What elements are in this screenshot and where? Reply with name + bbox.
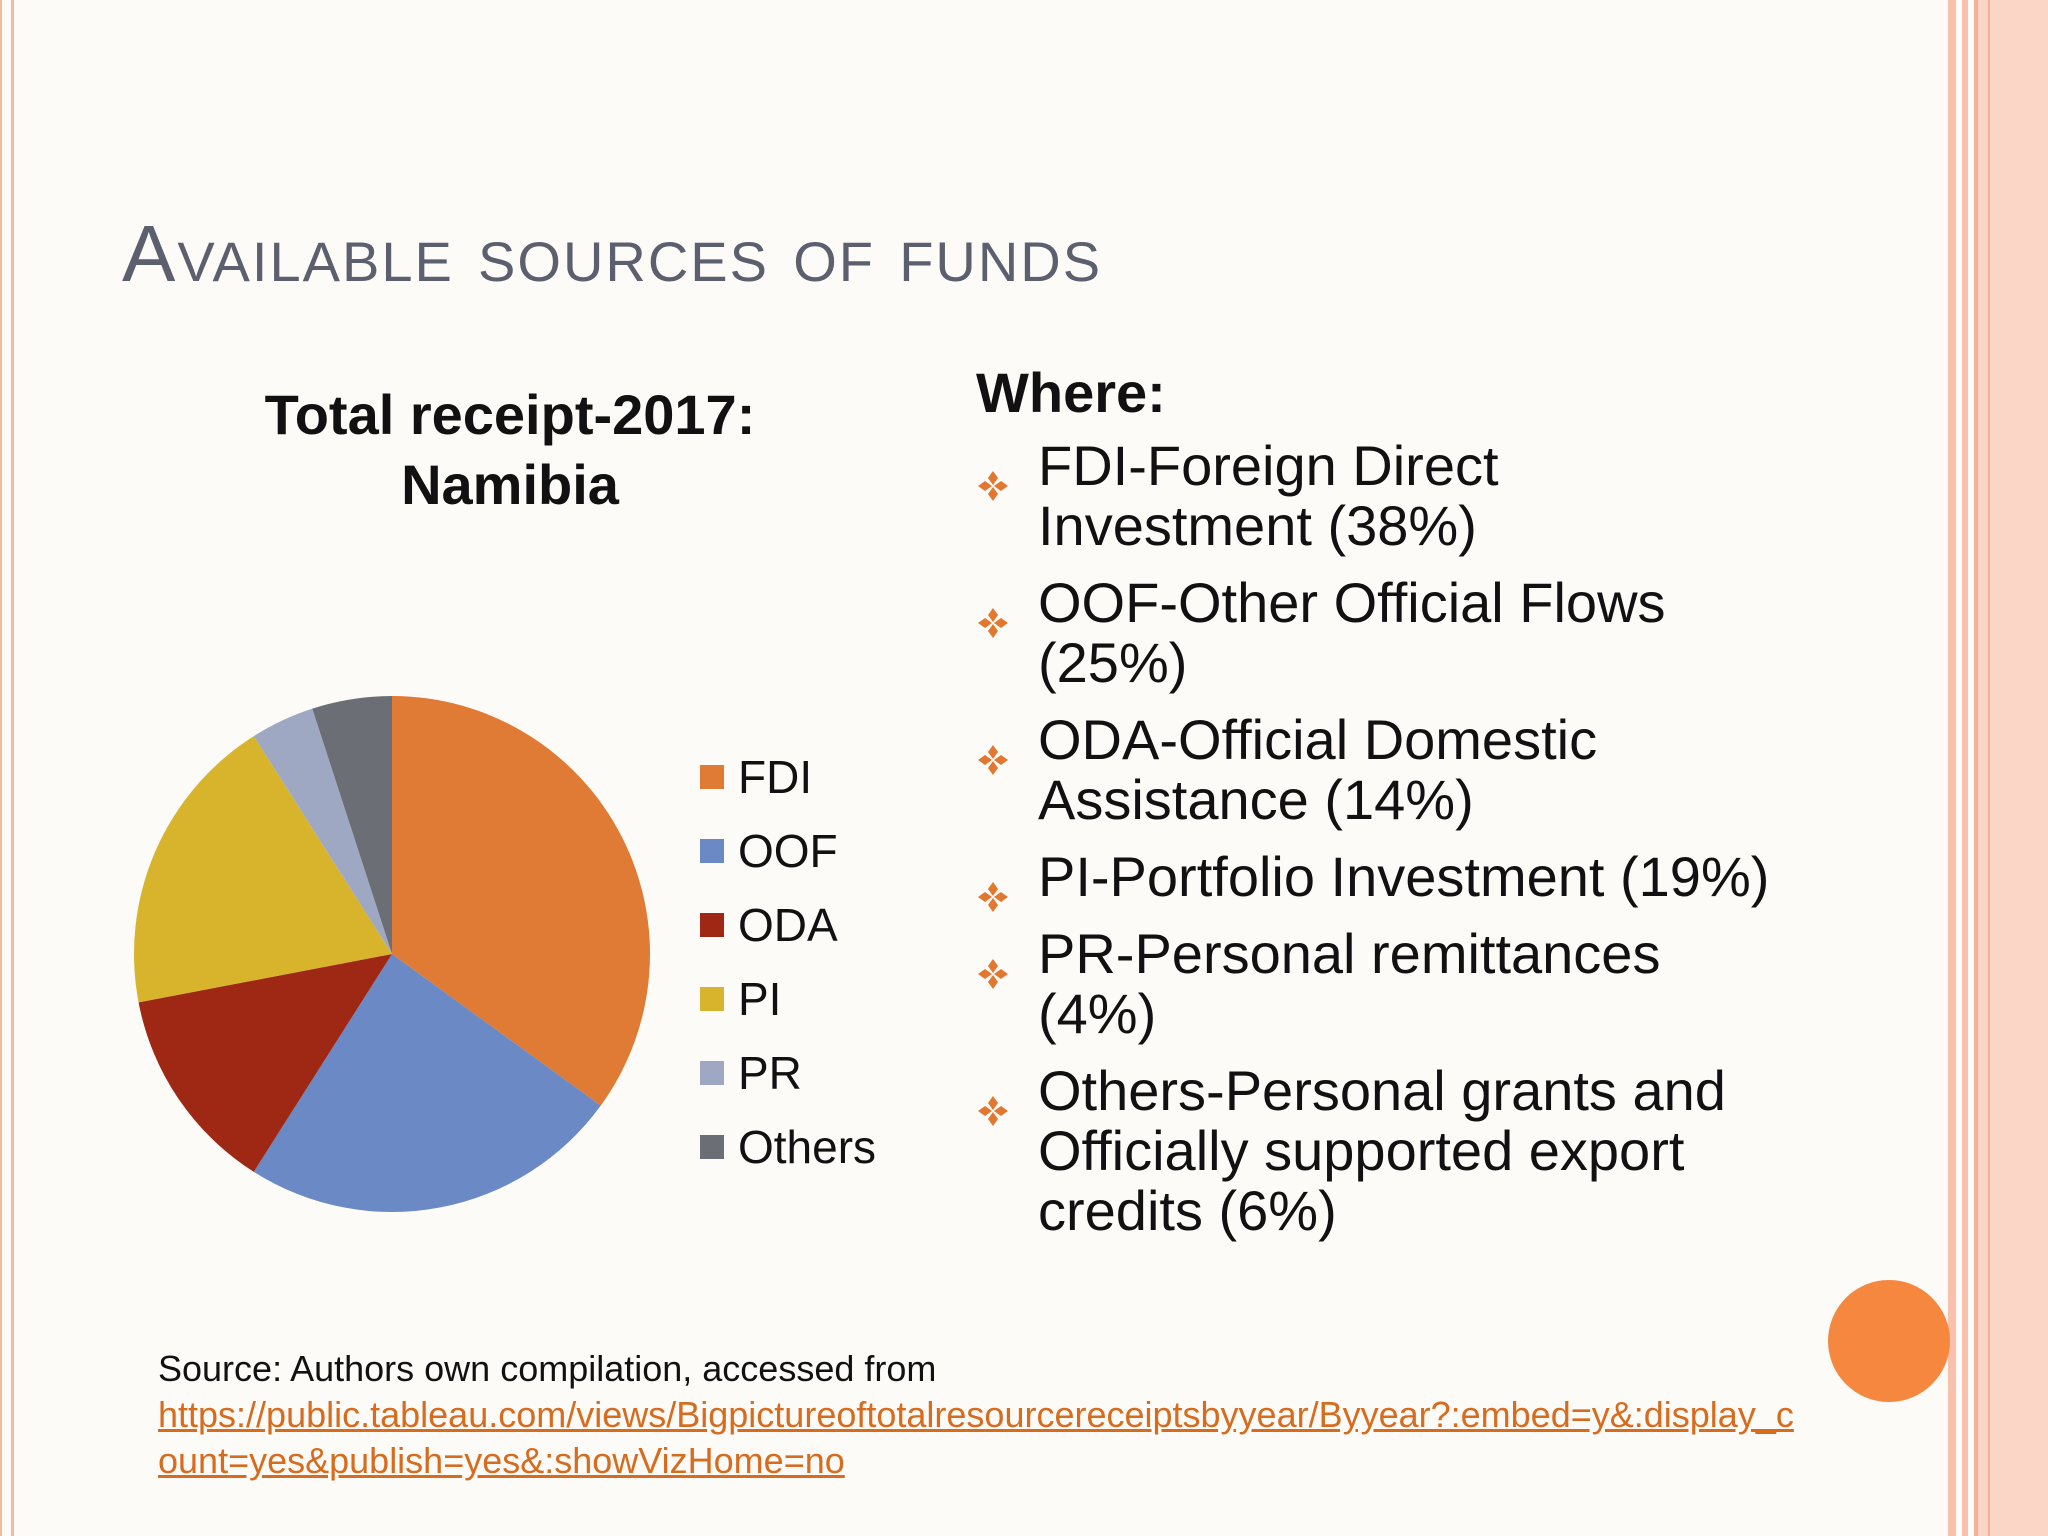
diamond-bullet-icon xyxy=(976,942,1010,989)
bullet-item: ODA-Official Domestic Assistance (14%) xyxy=(976,710,1776,830)
pie-slice-oof xyxy=(253,954,601,1212)
pie-slice-others xyxy=(312,696,392,954)
decorative-circle xyxy=(1828,1280,1950,1402)
bullet-text: ODA-Official Domestic Assistance (14%) xyxy=(1038,708,1598,831)
pie-slice-pi xyxy=(134,736,392,1003)
pie-slice-oda xyxy=(138,954,392,1172)
legend-swatch xyxy=(700,1061,724,1085)
bullet-item: OOF-Other Official Flows (25%) xyxy=(976,573,1776,693)
legend-swatch xyxy=(700,913,724,937)
chart-title-line-2: Namibia xyxy=(401,453,619,516)
bullet-item: PR-Personal remittances (4%) xyxy=(976,924,1776,1044)
bullet-item: PI-Portfolio Investment (19%) xyxy=(976,845,1776,912)
bullet-list: FDI-Foreign Direct Investment (38%) OOF-O… xyxy=(976,436,1776,1258)
where-label: Where: xyxy=(976,361,1166,424)
source-text: Source: Authors own compilation, accesse… xyxy=(158,1348,937,1389)
legend-item-others: Others xyxy=(700,1110,876,1184)
source-link[interactable]: https://public.tableau.com/views/Bigpict… xyxy=(158,1394,1794,1481)
diamond-bullet-icon xyxy=(976,865,1010,912)
chart-title-line-1: Total receipt-2017: xyxy=(264,383,756,446)
chart-legend: FDI OOF ODA PI PR Others xyxy=(700,740,876,1184)
legend-item-oof: OOF xyxy=(700,814,876,888)
left-frame-border xyxy=(0,0,14,1536)
bullet-item: FDI-Foreign Direct Investment (38%) xyxy=(976,436,1776,556)
legend-label: ODA xyxy=(738,899,838,951)
legend-item-pi: PI xyxy=(700,962,876,1036)
legend-item-fdi: FDI xyxy=(700,740,876,814)
legend-swatch xyxy=(700,987,724,1011)
legend-label: PI xyxy=(738,973,782,1025)
legend-item-pr: PR xyxy=(700,1036,876,1110)
diamond-bullet-icon xyxy=(976,454,1010,501)
legend-label: PR xyxy=(738,1047,802,1099)
bullet-item: Others-Personal grants and Officially su… xyxy=(976,1061,1776,1241)
legend-swatch xyxy=(700,1135,724,1159)
pie-slice-fdi xyxy=(392,696,650,1106)
source-note: Source: Authors own compilation, accesse… xyxy=(158,1346,1808,1484)
diamond-bullet-icon xyxy=(976,1079,1010,1126)
slide-title: Available sources of funds xyxy=(122,209,1103,298)
legend-swatch xyxy=(700,765,724,789)
bullet-text: OOF-Other Official Flows (25%) xyxy=(1038,571,1666,694)
legend-swatch xyxy=(700,839,724,863)
legend-label: Others xyxy=(738,1121,877,1173)
bullet-text: PI-Portfolio Investment (19%) xyxy=(1038,845,1770,908)
pie-slice-pr xyxy=(253,708,392,954)
bullet-text: Others-Personal grants and Officially su… xyxy=(1038,1059,1726,1242)
legend-label: FDI xyxy=(738,751,813,803)
bullet-text: PR-Personal remittances (4%) xyxy=(1038,922,1661,1045)
diamond-bullet-icon xyxy=(976,728,1010,775)
bullet-text: FDI-Foreign Direct Investment (38%) xyxy=(1038,434,1499,557)
right-frame-border xyxy=(1948,0,2048,1536)
chart-title: Total receipt-2017: Namibia xyxy=(140,380,880,520)
diamond-bullet-icon xyxy=(976,591,1010,638)
legend-item-oda: ODA xyxy=(700,888,876,962)
legend-label: OOF xyxy=(738,825,838,877)
